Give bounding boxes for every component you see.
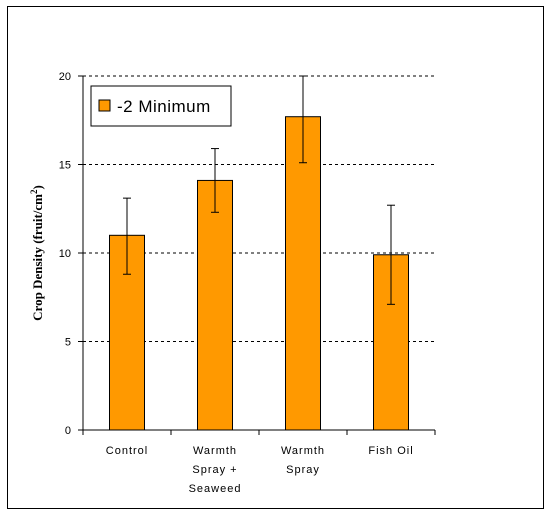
x-category-label-line: Control (106, 445, 148, 457)
y-tick-label: 10 (59, 248, 71, 260)
y-tick-label: 20 (59, 71, 71, 83)
legend: -2 Minimum (90, 85, 232, 127)
x-category-label: Control (106, 445, 148, 457)
x-category-label-line: Fish Oil (368, 445, 413, 457)
y-axis-label-main: Crop Density (fruit/cm (30, 194, 45, 321)
bar (197, 179, 233, 431)
x-category-label-line: Spray (286, 464, 320, 476)
y-tick-label: 0 (65, 425, 71, 437)
y-axis-label-superscript: 2 (29, 189, 39, 194)
x-category-label: Warmth Spray (281, 445, 325, 476)
x-category-labels: Control Warmth Spray + Seaweed Warmth Spray Fi… (106, 445, 413, 495)
x-category-label-line: Warmth (193, 445, 237, 457)
y-tick-label: 15 (59, 160, 71, 172)
legend-swatch (98, 99, 111, 112)
y-axis-label-end: ) (30, 185, 45, 189)
bars (109, 75, 409, 431)
axes (78, 75, 436, 435)
x-category-label-line: Seaweed (189, 483, 242, 495)
x-category-label-line: Spray + (192, 464, 237, 476)
x-category-label-line: Warmth (281, 445, 325, 457)
y-tick-label: 5 (65, 337, 71, 349)
legend-box (90, 85, 232, 127)
y-axis-label: Crop Density (fruit/cm2) (29, 185, 45, 321)
legend-label: -2 Minimum (117, 97, 211, 116)
bar (285, 116, 321, 431)
x-category-label: Fish Oil (368, 445, 413, 457)
y-tick-labels: 0 5 10 15 20 (59, 71, 71, 437)
x-category-label: Warmth Spray + Seaweed (189, 445, 242, 495)
gridlines (83, 75, 435, 342)
